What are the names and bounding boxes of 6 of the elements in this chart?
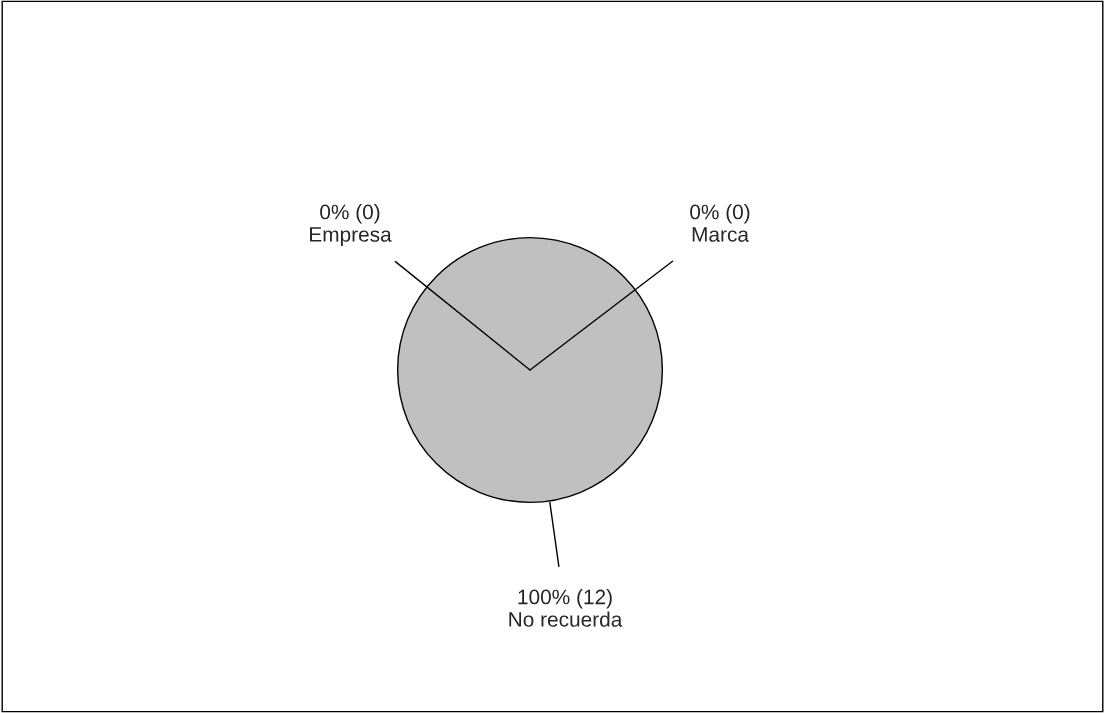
data-label: 100% (12) <box>518 589 612 609</box>
category-label: Empresa <box>310 227 392 246</box>
text: 0% (0) <box>320 204 380 224</box>
category-label: Marca <box>692 227 749 242</box>
slice-label: No recuerda <box>509 611 623 627</box>
text: 0% (0) <box>690 204 750 224</box>
